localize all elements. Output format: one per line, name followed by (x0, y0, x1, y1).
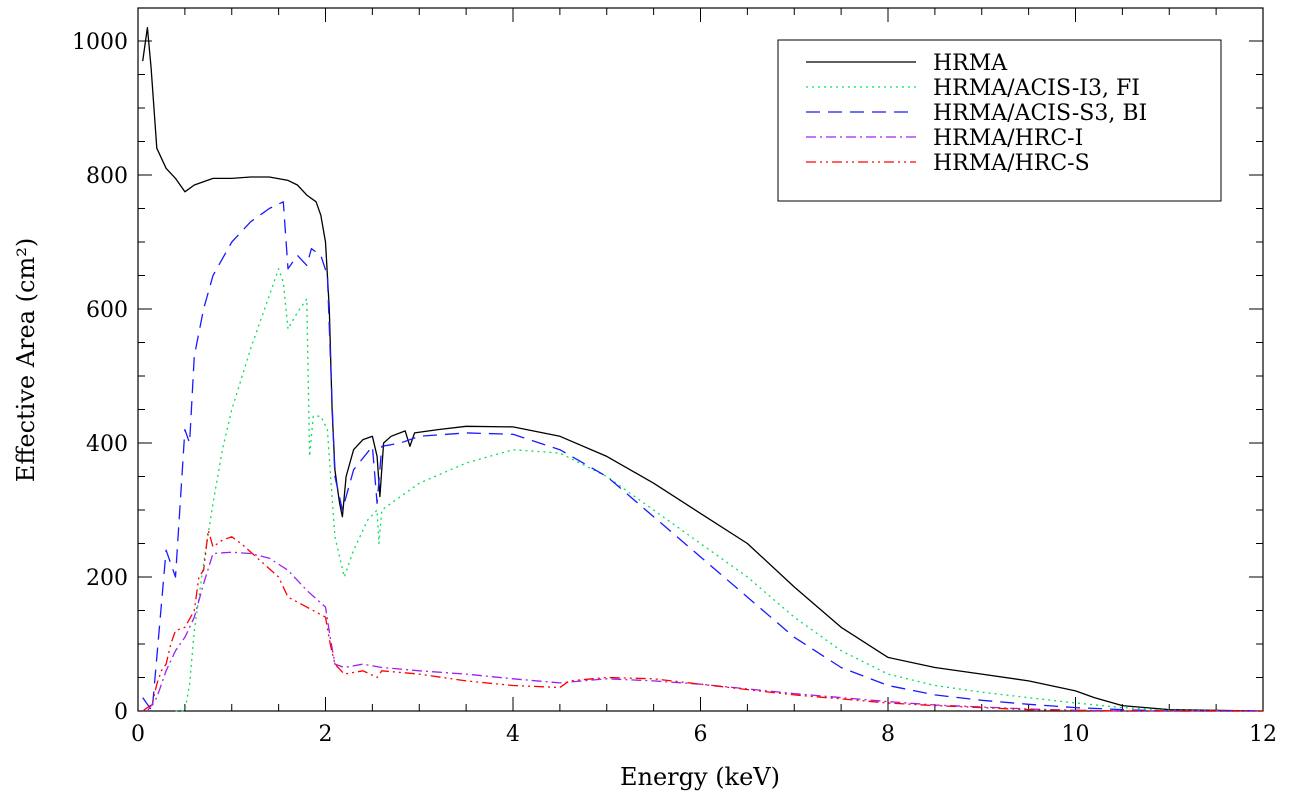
series-line-1 (175, 268, 1264, 712)
x-tick-label: 0 (131, 722, 145, 747)
legend-label: HRMA/ACIS-S3, BI (933, 101, 1147, 126)
x-tick-label: 4 (506, 722, 520, 747)
legend-label: HRMA (933, 51, 1008, 76)
x-tick-label: 12 (1249, 722, 1277, 747)
series-line-0 (142, 26, 1264, 712)
y-tick-label: 200 (86, 566, 128, 591)
y-tick-label: 0 (114, 700, 128, 725)
legend-label: HRMA/HRC-S (933, 151, 1090, 176)
series-lines (142, 26, 1264, 712)
x-axis-title: Energy (keV) (620, 763, 780, 791)
series-line-4 (142, 529, 1263, 712)
y-tick-label: 800 (86, 164, 128, 189)
y-tick-label: 1000 (72, 30, 128, 55)
y-tick-label: 400 (86, 432, 128, 457)
tick-labels: 0 2 4 6 8 10 12 0 200 400 600 800 1000 (72, 30, 1277, 747)
x-tick-label: 6 (694, 722, 708, 747)
series-line-2 (142, 201, 1263, 712)
y-axis-title: Effective Area (cm²) (12, 238, 40, 482)
x-tick-label: 10 (1062, 722, 1090, 747)
legend-box (777, 39, 1222, 202)
x-tick-label: 2 (319, 722, 333, 747)
legend-label: HRMA/ACIS-I3, FI (933, 76, 1140, 101)
x-tick-label: 8 (881, 722, 895, 747)
series-line-3 (146, 551, 1263, 712)
axis-ticks (137, 8, 1264, 712)
y-tick-label: 600 (86, 298, 128, 323)
legend-label: HRMA/HRC-I (933, 126, 1083, 151)
